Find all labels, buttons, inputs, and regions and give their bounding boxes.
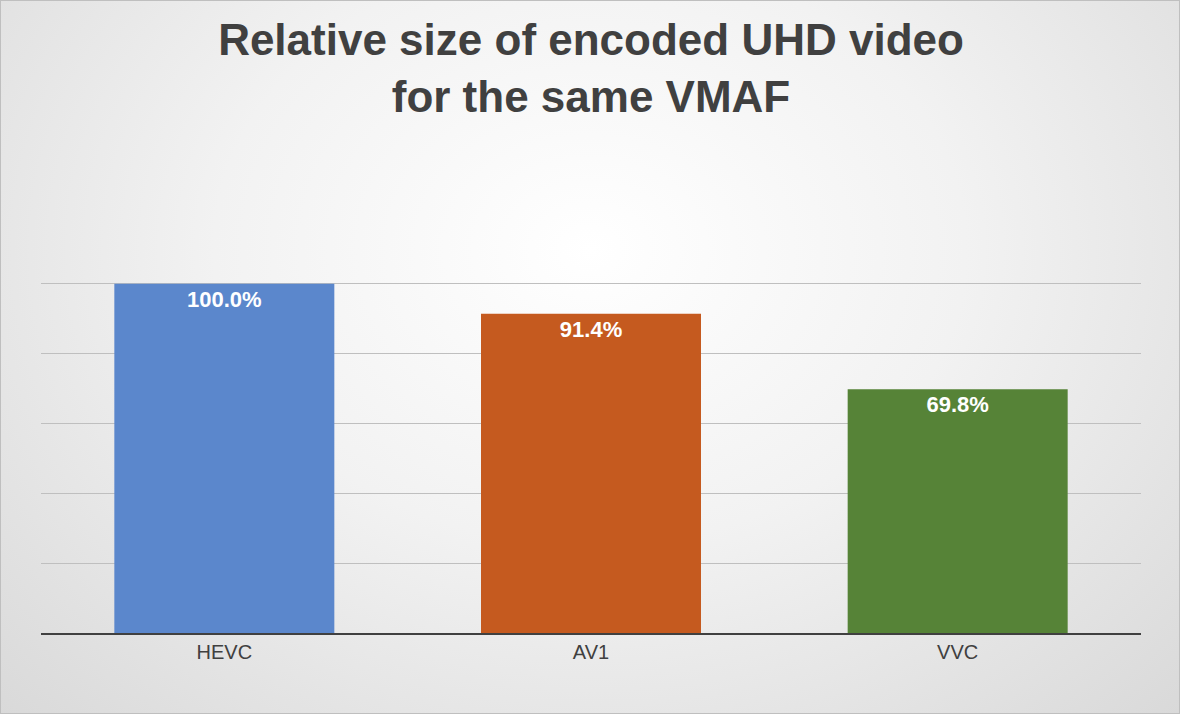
svg-text:AV1: AV1 bbox=[573, 641, 609, 663]
svg-text:HEVC: HEVC bbox=[197, 641, 253, 663]
svg-text:Relative size of encoded UHD v: Relative size of encoded UHD videofor th… bbox=[218, 15, 964, 121]
svg-text:100.0%: 100.0% bbox=[187, 287, 262, 312]
svg-text:VVC: VVC bbox=[937, 641, 978, 663]
svg-text:91.4%: 91.4% bbox=[560, 317, 622, 342]
svg-text:69.8%: 69.8% bbox=[926, 392, 988, 417]
